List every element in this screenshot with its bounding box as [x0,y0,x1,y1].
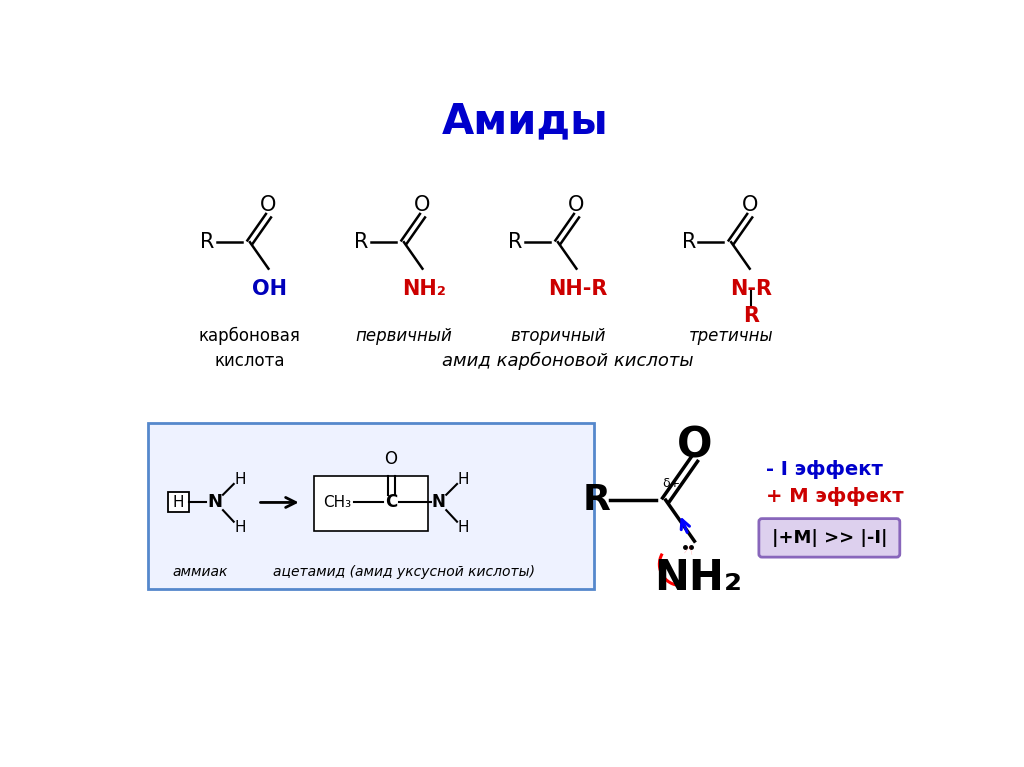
Text: OH: OH [253,279,288,299]
Text: + М эффект: + М эффект [766,487,903,505]
Text: N: N [432,493,445,512]
Text: NH₂: NH₂ [402,279,445,299]
Text: H: H [234,472,246,487]
Text: O: O [415,195,431,215]
FancyBboxPatch shape [168,492,189,512]
Text: NH-R: NH-R [548,279,607,299]
Text: NH₂: NH₂ [654,557,742,598]
Text: O: O [741,195,758,215]
Text: O: O [677,424,712,466]
Text: CH₃: CH₃ [323,495,351,510]
Text: - I эффект: - I эффект [766,460,883,479]
Text: вторичный: вторичный [510,327,605,345]
Text: амид карбоновой кислоты: амид карбоновой кислоты [441,351,693,370]
Text: O: O [568,195,585,215]
Text: карбоновая
кислота: карбоновая кислота [199,327,301,370]
Text: аммиак: аммиак [172,565,227,579]
Text: H: H [234,519,246,535]
Text: O: O [260,195,276,215]
Text: N-R: N-R [730,279,772,299]
Text: H: H [458,472,469,487]
Text: третичны: третичны [689,327,773,345]
Text: Амиды: Амиды [441,100,608,143]
Text: H: H [458,519,469,535]
Text: C: C [385,493,397,512]
Text: R: R [354,232,369,252]
Text: R: R [743,307,759,327]
Text: δ+: δ+ [663,477,681,489]
Text: первичный: первичный [355,327,453,345]
Text: O: O [384,450,397,469]
Text: R: R [201,232,215,252]
Text: |+M| >> |-I|: |+M| >> |-I| [772,529,887,547]
Text: N: N [208,493,223,512]
Text: ацетамид (амид уксусной кислоты): ацетамид (амид уксусной кислоты) [273,565,535,579]
FancyBboxPatch shape [759,518,900,557]
Text: R: R [508,232,522,252]
Text: R: R [583,483,610,517]
FancyBboxPatch shape [313,476,428,531]
Text: H: H [173,495,184,510]
Text: R: R [682,232,696,252]
FancyBboxPatch shape [147,423,594,589]
